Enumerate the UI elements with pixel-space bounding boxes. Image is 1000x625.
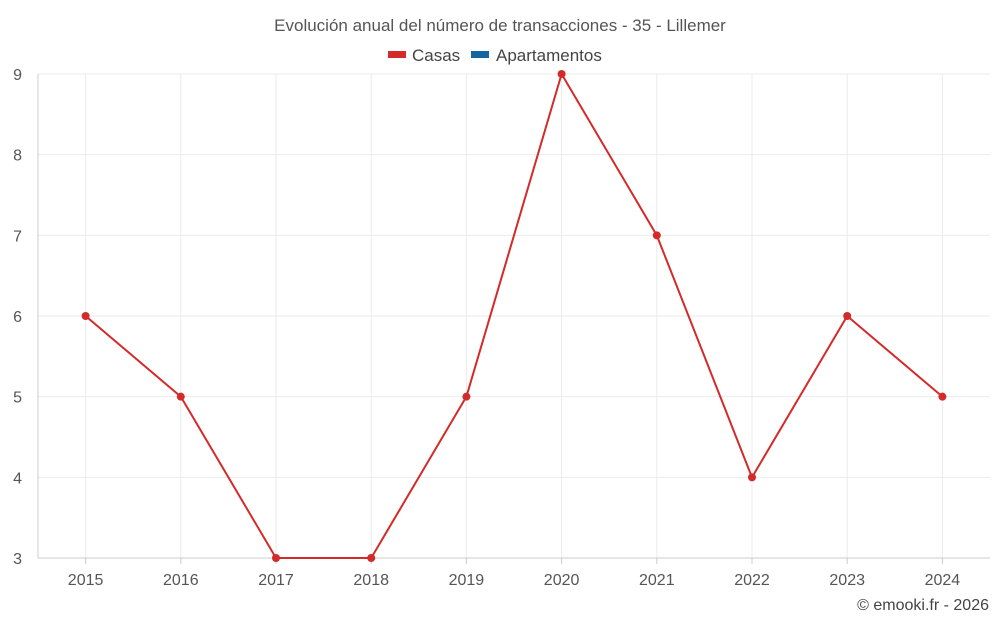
data-point[interactable] [938, 392, 947, 401]
credit-text: © emooki.fr - 2026 [857, 597, 989, 614]
legend-swatch-casas [388, 51, 406, 58]
y-tick-label: 6 [13, 309, 22, 326]
data-point[interactable] [176, 392, 185, 401]
x-tick-label: 2015 [68, 572, 104, 589]
y-tick-label: 3 [13, 551, 22, 568]
x-tick-label: 2022 [734, 572, 770, 589]
data-point[interactable] [81, 312, 90, 320]
y-tick-label: 7 [13, 228, 22, 245]
data-point[interactable] [652, 231, 661, 240]
axes [37, 74, 990, 564]
x-tick-label: 2020 [544, 572, 580, 589]
series-casas [81, 70, 947, 562]
series-layer [81, 70, 947, 562]
y-tick-label: 5 [13, 390, 22, 407]
legend-label-casas: Casas [412, 46, 460, 65]
legend: Casas Apartamentos [388, 46, 602, 65]
y-tick-label: 4 [13, 470, 22, 487]
x-tick-label: 2023 [829, 572, 865, 589]
data-point[interactable] [367, 554, 376, 562]
series-line-casas [84, 73, 944, 559]
data-point[interactable] [462, 392, 471, 401]
data-point[interactable] [272, 554, 280, 562]
x-axis-ticks: 2015 2016 2017 2018 2019 2020 2021 2022 2023 2024 [68, 572, 960, 589]
data-point[interactable] [557, 70, 566, 78]
y-tick-label: 8 [13, 148, 22, 165]
data-point[interactable] [843, 312, 852, 320]
legend-swatch-apartamentos [471, 51, 489, 58]
x-tick-label: 2024 [925, 572, 961, 589]
y-axis-ticks: 3 4 5 6 7 8 9 [13, 67, 22, 568]
y-tick-label: 9 [13, 67, 22, 84]
x-tick-label: 2018 [353, 572, 389, 589]
chart-title: Evolución anual del número de transaccio… [274, 16, 726, 35]
legend-item-casas[interactable]: Casas [388, 46, 460, 65]
x-tick-label: 2019 [449, 572, 485, 589]
legend-item-apartamentos[interactable]: Apartamentos [471, 46, 602, 65]
legend-label-apartamentos: Apartamentos [496, 46, 602, 65]
x-tick-label: 2017 [258, 572, 294, 589]
x-tick-label: 2021 [639, 572, 675, 589]
data-point[interactable] [748, 473, 756, 482]
x-tick-label: 2016 [163, 572, 199, 589]
